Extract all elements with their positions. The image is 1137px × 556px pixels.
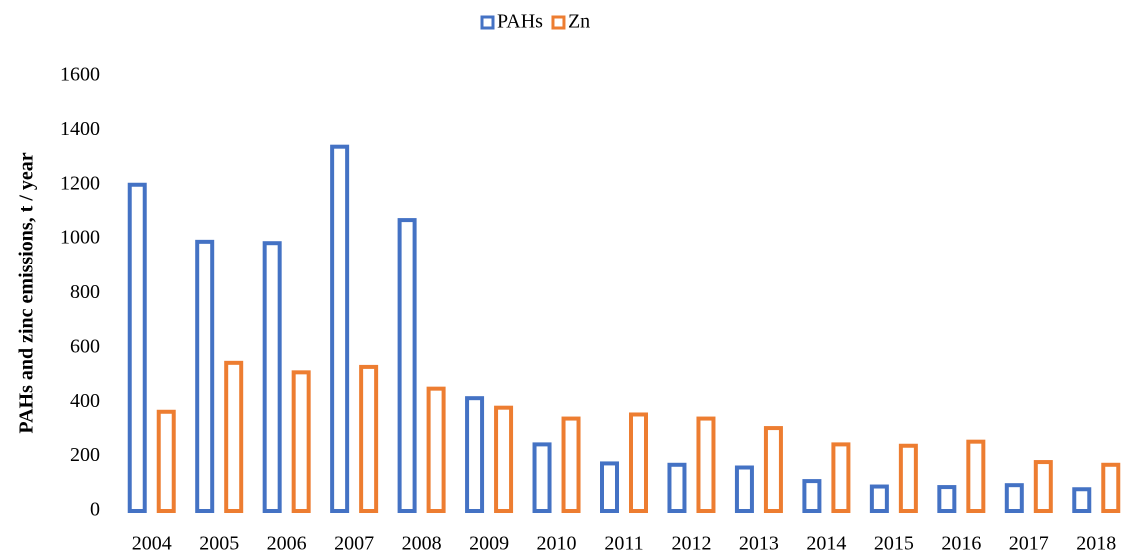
bar: [1004, 483, 1024, 513]
x-tick-label: 2016: [941, 533, 981, 555]
legend-swatch: [551, 15, 566, 30]
bar: [262, 241, 282, 513]
x-tick-label: 2018: [1076, 533, 1116, 555]
x-tick-label: 2007: [334, 533, 374, 555]
bar: [869, 484, 889, 513]
x-tick-label: 2011: [604, 533, 643, 555]
y-tick-label: 200: [70, 444, 100, 466]
bar: [629, 412, 648, 513]
bar: [330, 144, 350, 513]
bar: [1072, 487, 1092, 513]
x-tick-label: 2006: [267, 533, 307, 555]
bar: [1033, 460, 1053, 513]
y-axis-label: PAHs and zinc emissions, t / year: [16, 152, 38, 433]
x-tick-label: 2008: [402, 533, 442, 555]
legend-label: PAHs: [497, 11, 543, 33]
x-tick-label: 2010: [537, 533, 577, 555]
bar: [763, 426, 783, 513]
x-tick-label: 2017: [1009, 533, 1049, 555]
x-tick-label: 2014: [806, 533, 846, 555]
bar: [696, 416, 716, 513]
bar: [600, 461, 619, 513]
bar: [734, 465, 754, 513]
bar: [937, 485, 957, 514]
y-tick-label: 0: [90, 499, 100, 521]
bar: [127, 182, 147, 513]
bar: [494, 405, 514, 513]
bar: [561, 416, 581, 513]
bar: [397, 218, 417, 513]
bar: [667, 462, 687, 513]
legend-swatch: [480, 15, 495, 30]
y-tick-label: 1600: [60, 64, 100, 86]
bar: [359, 364, 379, 513]
bar: [156, 409, 176, 513]
bar: [224, 360, 244, 513]
x-tick-label: 2005: [199, 533, 239, 555]
bar: [465, 396, 485, 513]
legend-label: Zn: [568, 11, 590, 33]
y-tick-label: 400: [70, 390, 100, 412]
bar: [831, 442, 851, 513]
bar: [532, 442, 552, 513]
bar: [291, 370, 311, 513]
x-tick-label: 2004: [132, 533, 172, 555]
bar: [1101, 462, 1121, 513]
y-tick-label: 600: [70, 335, 100, 357]
x-tick-label: 2015: [874, 533, 914, 555]
y-tick-label: 800: [70, 281, 100, 303]
x-tick-label: 2009: [469, 533, 509, 555]
bar: [898, 443, 918, 513]
y-tick-label: 1400: [60, 118, 100, 140]
bar: [966, 439, 986, 513]
bar: [195, 239, 215, 513]
y-tick-label: 1200: [60, 172, 100, 194]
x-tick-label: 2012: [671, 533, 711, 555]
bar: [802, 479, 822, 513]
y-tick-label: 1000: [60, 227, 100, 249]
x-tick-label: 2013: [739, 533, 779, 555]
bar: [426, 386, 446, 513]
